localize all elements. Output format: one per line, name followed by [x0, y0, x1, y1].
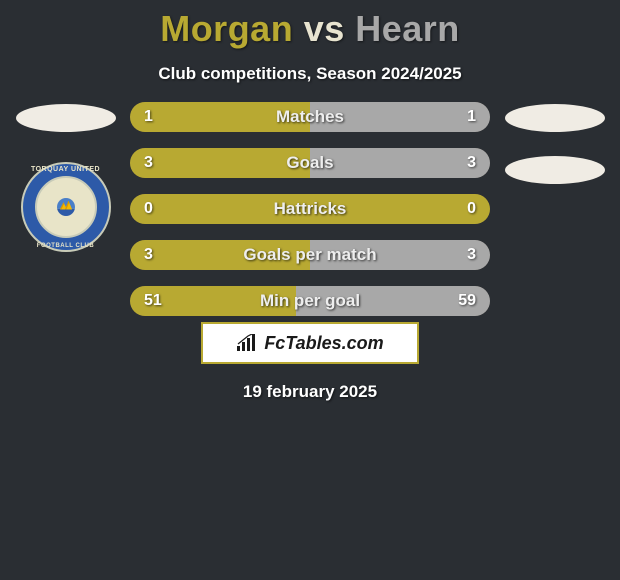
club-crest-placeholder — [505, 156, 605, 184]
crest-inner-ring — [35, 176, 97, 238]
crest-top-text: TORQUAY UNITED — [21, 166, 111, 173]
player-avatar-placeholder — [16, 104, 116, 132]
crest-bottom-text: FOOTBALL CLUB — [21, 243, 111, 249]
chart-icon — [236, 334, 258, 352]
stat-bars: Matches11Goals33Hattricks00Goals per mat… — [130, 102, 490, 332]
stat-label: Hattricks — [130, 194, 490, 224]
left-player-col: TORQUAY UNITED FOOTBALL CLUB — [8, 102, 123, 252]
club-crest: TORQUAY UNITED FOOTBALL CLUB — [21, 162, 111, 252]
page-title: Morgan vs Hearn — [0, 0, 620, 50]
stat-value-right: 3 — [467, 240, 476, 270]
stat-label: Goals — [130, 148, 490, 178]
player-avatar-placeholder — [505, 104, 605, 132]
infographic: Morgan vs Hearn Club competitions, Seaso… — [0, 0, 620, 580]
stat-value-left: 3 — [144, 240, 153, 270]
stat-row: Hattricks0 0 — [130, 194, 490, 224]
stat-row: Min per goal51 59 — [130, 286, 490, 316]
stat-value-left: 51 — [144, 286, 162, 316]
stats-area: TORQUAY UNITED FOOTBALL CLUB — [0, 102, 620, 312]
stat-value-right: 1 — [467, 102, 476, 132]
brand-text: FcTables.com — [264, 333, 383, 354]
crest-emblem — [57, 198, 75, 216]
stat-label: Goals per match — [130, 240, 490, 270]
stat-row: Matches1 1 — [130, 102, 490, 132]
right-player-col — [497, 102, 612, 184]
subtitle: Club competitions, Season 2024/2025 — [0, 64, 620, 84]
stat-label: Matches — [130, 102, 490, 132]
stat-value-left: 0 — [144, 194, 153, 224]
stat-value-left: 1 — [144, 102, 153, 132]
stat-value-right: 0 — [467, 194, 476, 224]
stat-value-left: 3 — [144, 148, 153, 178]
date-text: 19 february 2025 — [0, 382, 620, 402]
stat-row: Goals per match3 3 — [130, 240, 490, 270]
stat-value-right: 59 — [458, 286, 476, 316]
stat-value-right: 3 — [467, 148, 476, 178]
stat-label: Min per goal — [130, 286, 490, 316]
stat-row: Goals3 3 — [130, 148, 490, 178]
